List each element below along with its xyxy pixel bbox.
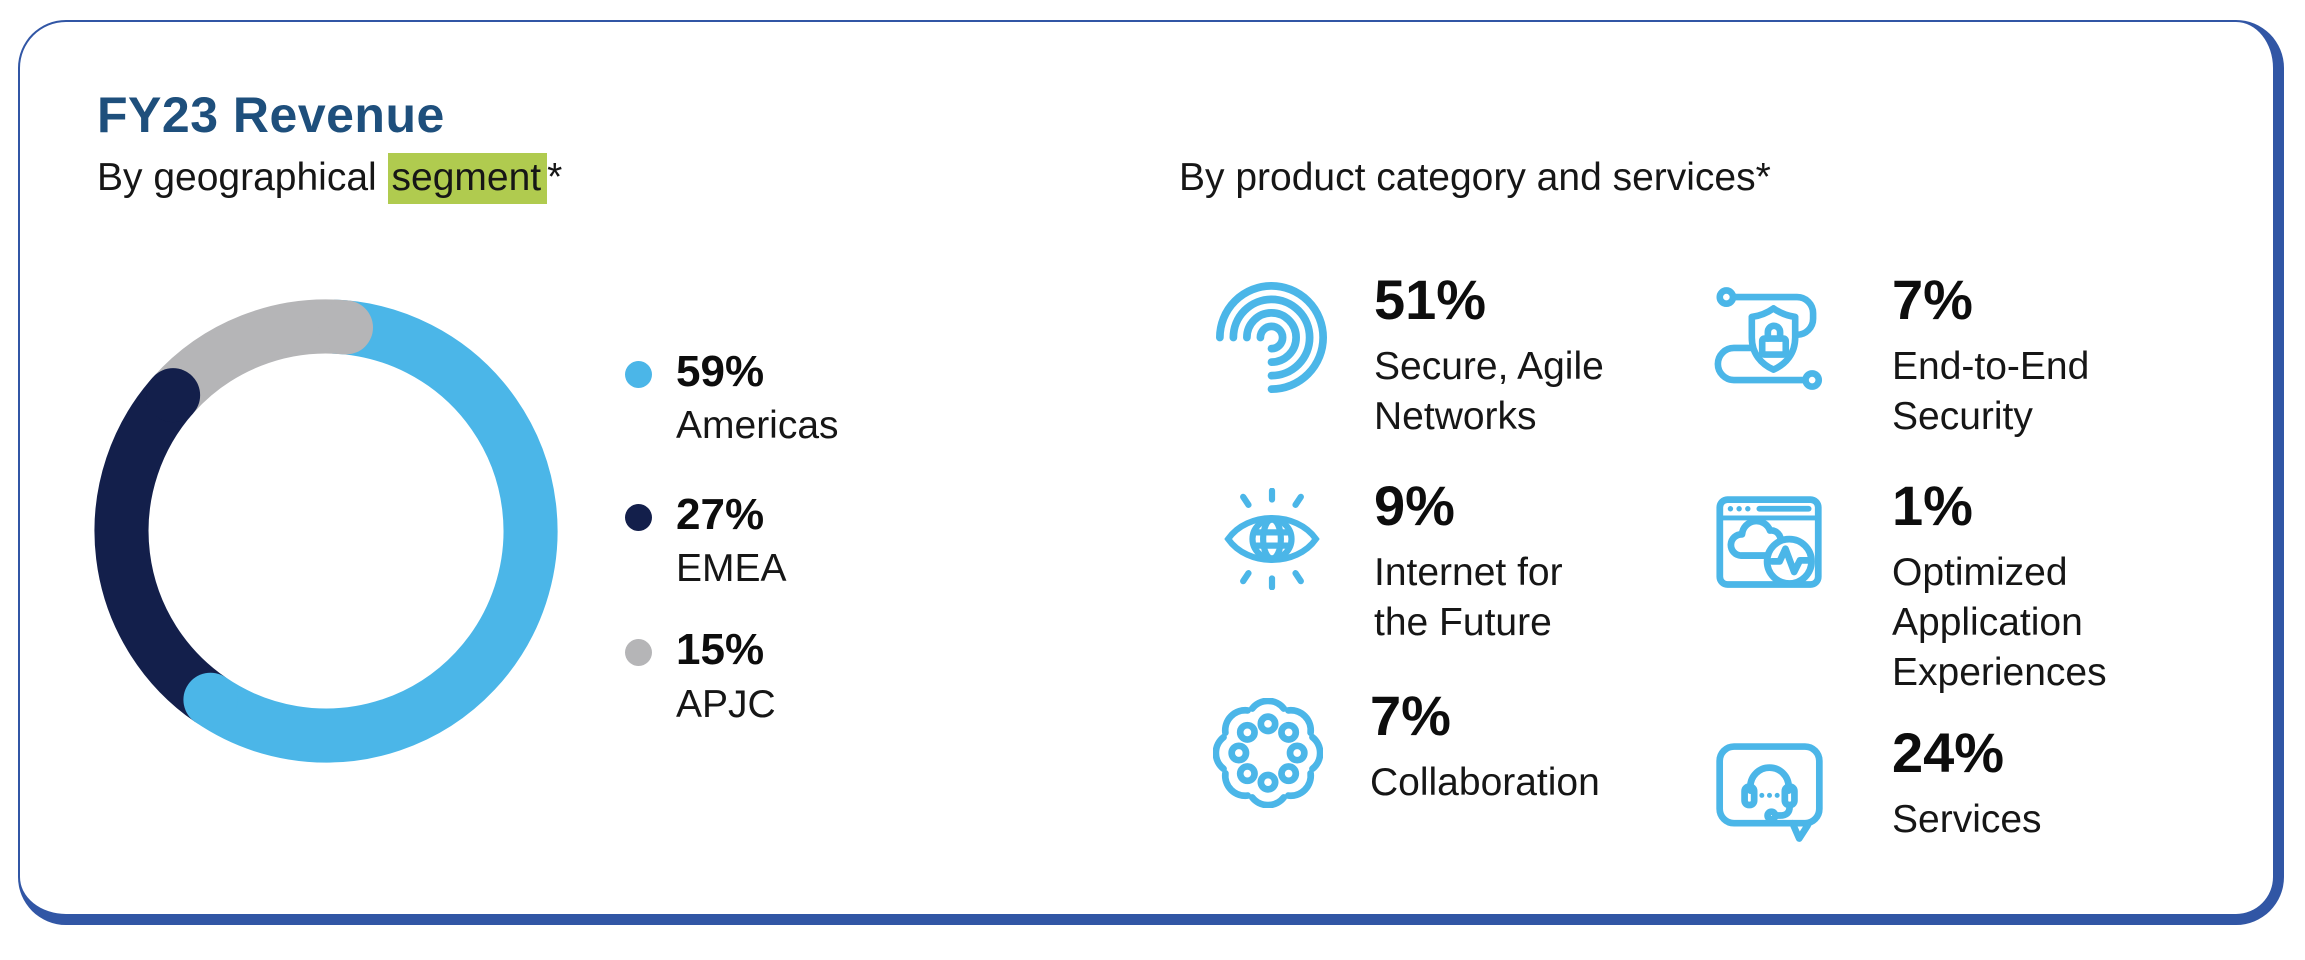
geo-donut-chart (90, 295, 562, 767)
legend-dot (625, 361, 652, 388)
product-pct: 51% (1374, 268, 1487, 331)
product-label: Collaboration (1370, 761, 1600, 804)
legend-item-americas: 59% Americas (625, 347, 839, 448)
product-label: Secure, Agile Networks (1374, 345, 1604, 438)
product-pct: 24% (1892, 721, 2005, 784)
geo-subtitle-highlight: segment (387, 153, 548, 204)
fingerprint-icon (1214, 282, 1329, 393)
product-label: End-to-End Security (1892, 345, 2090, 438)
legend-label: Americas (676, 404, 839, 448)
product-pct: 9% (1374, 474, 1455, 537)
product-item-optimized-application-experiences: 1% Optimized Application Experiences (1712, 478, 2107, 698)
geo-subtitle: By geographical segment * (97, 153, 563, 204)
products-heading: By product category and services* (1179, 156, 1771, 199)
legend-dot (625, 639, 652, 667)
product-pct: 7% (1892, 268, 1973, 331)
product-item-services: 24% Services (1712, 725, 2042, 852)
legend-pct: 15% (676, 625, 765, 675)
donut-chart-svg (94, 299, 558, 763)
product-item-end-to-end-security: 7% End-to-End Security (1712, 272, 2089, 442)
legend-pct: 27% (676, 490, 765, 540)
legend-pct: 59% (676, 347, 765, 396)
legend-item-apjc: 15% APJC (625, 627, 839, 726)
app-window-pulse-icon (1712, 488, 1827, 599)
legend-label: APJC (676, 682, 776, 726)
collaboration-icon (1210, 698, 1325, 808)
legend-item-emea: 27% EMEA (625, 490, 839, 591)
product-label: Services (1892, 798, 2042, 841)
product-pct: 1% (1892, 474, 1973, 537)
legend-label: EMEA (676, 547, 787, 591)
geo-legend: 59% Americas 27% EMEA 15% APJC (625, 347, 839, 727)
shield-lock-icon (1712, 282, 1827, 397)
geo-subtitle-asterisk: * (547, 156, 563, 199)
product-label: Internet for the Future (1374, 551, 1563, 644)
page-title: FY23 Revenue (97, 87, 445, 143)
chat-headset-icon (1712, 735, 1827, 852)
product-item-collaboration: 7% Collaboration (1210, 688, 1600, 808)
legend-dot (625, 504, 652, 532)
product-label: Optimized Application Experiences (1892, 551, 2107, 694)
geo-subtitle-prefix: By geographical (97, 156, 388, 199)
product-item-secure-agile-networks: 51% Secure, Agile Networks (1214, 272, 1604, 442)
internet-eye-icon (1214, 488, 1329, 590)
product-pct: 7% (1370, 684, 1451, 747)
revenue-card: FY23 Revenue By geographical segment * By… (18, 20, 2284, 925)
product-item-internet-for-the-future: 9% Internet for the Future (1214, 478, 1563, 648)
